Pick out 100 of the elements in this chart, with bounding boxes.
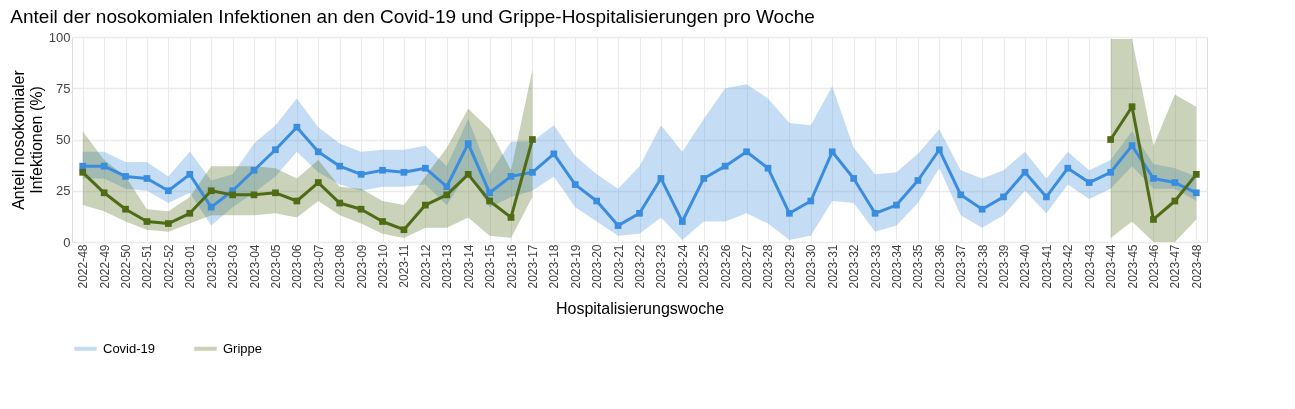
x-tick-label: 2023-06 — [290, 244, 305, 289]
x-tick-label: 2023-01 — [183, 244, 198, 289]
point — [529, 168, 536, 176]
x-tick-label: 2023-13 — [440, 244, 455, 289]
x-tick-label: 2023-07 — [311, 244, 326, 289]
y-axis-title: Anteil nosokomialer Infektionen (%) — [9, 69, 45, 210]
point — [850, 175, 857, 182]
x-tick-label: 2023-28 — [761, 244, 776, 289]
point — [529, 136, 536, 143]
y-tick-label: 75 — [56, 80, 71, 96]
point — [379, 166, 386, 174]
x-tick-label: 2023-05 — [268, 244, 283, 289]
x-tick-label: 2023-09 — [354, 244, 369, 289]
x-tick-label: 2023-21 — [611, 244, 626, 289]
legend-label: Covid-19 — [103, 340, 156, 356]
x-tick-label: 2023-02 — [204, 244, 219, 289]
x-tick-label: 2023-40 — [1018, 244, 1033, 289]
point — [336, 199, 344, 207]
point — [914, 177, 922, 184]
point — [807, 197, 815, 205]
x-tick-label: 2023-08 — [333, 244, 348, 289]
chart-title: Anteil der nosokomialen Infektionen an den Covid-19 und Grippe-Hospitalisierungen pro Woche — [10, 6, 815, 27]
point — [272, 146, 279, 154]
x-tick-label: 2023-31 — [825, 244, 840, 289]
point — [1150, 216, 1157, 223]
point — [550, 150, 558, 158]
x-tick-label: 2022-49 — [97, 244, 112, 289]
point — [893, 201, 900, 209]
point — [700, 175, 708, 182]
point — [165, 220, 172, 227]
point — [1043, 193, 1050, 201]
point — [486, 189, 493, 197]
point — [743, 148, 750, 156]
point — [636, 209, 643, 217]
point — [593, 197, 601, 205]
point — [1128, 142, 1136, 149]
point — [422, 201, 429, 209]
x-tick-label: 2023-38 — [975, 244, 990, 289]
x-tick-label: 2023-24 — [675, 244, 690, 289]
point — [978, 205, 986, 213]
point — [250, 166, 258, 174]
y-tick-label: 0 — [63, 234, 71, 250]
point — [1171, 179, 1179, 186]
x-tick-label: 2023-23 — [654, 244, 669, 289]
point — [1064, 164, 1072, 172]
x-tick-label: 2023-19 — [568, 244, 583, 289]
point — [207, 203, 215, 211]
x-tick-label: 2023-30 — [804, 244, 819, 289]
legend-label: Grippe — [223, 340, 263, 356]
point — [357, 171, 365, 178]
x-tick-label: 2023-37 — [954, 244, 969, 289]
x-tick-label: 2022-48 — [76, 244, 91, 289]
x-tick-label: 2023-14 — [461, 244, 476, 289]
point — [657, 175, 665, 182]
point — [678, 218, 686, 225]
y-tick-label: 25 — [56, 183, 71, 199]
x-tick-label: 2023-11 — [397, 244, 412, 288]
x-tick-label: 2023-41 — [1039, 244, 1054, 289]
point — [1192, 171, 1200, 178]
point — [165, 187, 172, 195]
x-tick-label: 2023-42 — [1061, 244, 1076, 289]
x-tick-label: 2023-32 — [847, 244, 862, 289]
point — [1128, 103, 1136, 111]
x-tick-label: 2023-04 — [247, 244, 262, 289]
x-tick-label: 2023-17 — [525, 244, 540, 289]
point — [357, 205, 365, 213]
x-tick-label: 2023-35 — [911, 244, 926, 289]
point — [721, 162, 729, 170]
point — [1150, 175, 1157, 182]
point — [828, 148, 836, 156]
point — [507, 214, 515, 221]
point — [207, 187, 215, 195]
x-tick-label: 2023-36 — [932, 244, 947, 289]
point — [379, 218, 386, 225]
x-tick-label: 2023-34 — [889, 244, 904, 289]
point — [100, 162, 108, 170]
point — [443, 191, 451, 199]
x-tick-label: 2023-10 — [376, 244, 391, 289]
x-tick-label: 2023-22 — [633, 244, 647, 289]
y-tick-label: 100 — [48, 29, 71, 45]
point — [464, 140, 472, 147]
point — [186, 171, 194, 178]
x-tick-label: 2023-15 — [483, 244, 498, 289]
x-tick-label: 2022-50 — [119, 244, 134, 289]
point — [186, 209, 194, 217]
point — [79, 168, 87, 176]
point — [786, 209, 793, 217]
point — [229, 191, 236, 199]
point — [250, 191, 258, 199]
point — [957, 191, 965, 199]
point — [400, 168, 408, 176]
point — [122, 173, 129, 180]
point — [571, 181, 579, 188]
x-tick-label: 2023-20 — [590, 244, 605, 289]
point — [100, 189, 108, 197]
point — [314, 179, 322, 186]
point — [1107, 168, 1114, 176]
point — [764, 164, 772, 172]
point — [400, 226, 408, 234]
x-tick-label: 2023-03 — [226, 244, 241, 289]
